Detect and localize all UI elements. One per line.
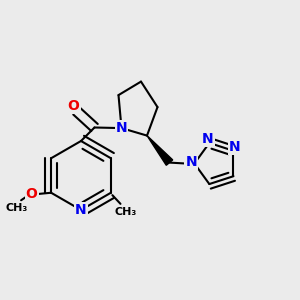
- Text: N: N: [75, 203, 87, 217]
- Text: O: O: [26, 187, 38, 201]
- Text: N: N: [116, 121, 127, 135]
- Text: N: N: [202, 132, 214, 146]
- Text: N: N: [186, 155, 197, 169]
- Text: CH₃: CH₃: [115, 207, 137, 217]
- Text: CH₃: CH₃: [5, 203, 28, 213]
- Text: N: N: [229, 140, 241, 154]
- Text: O: O: [68, 99, 80, 112]
- Polygon shape: [147, 136, 173, 165]
